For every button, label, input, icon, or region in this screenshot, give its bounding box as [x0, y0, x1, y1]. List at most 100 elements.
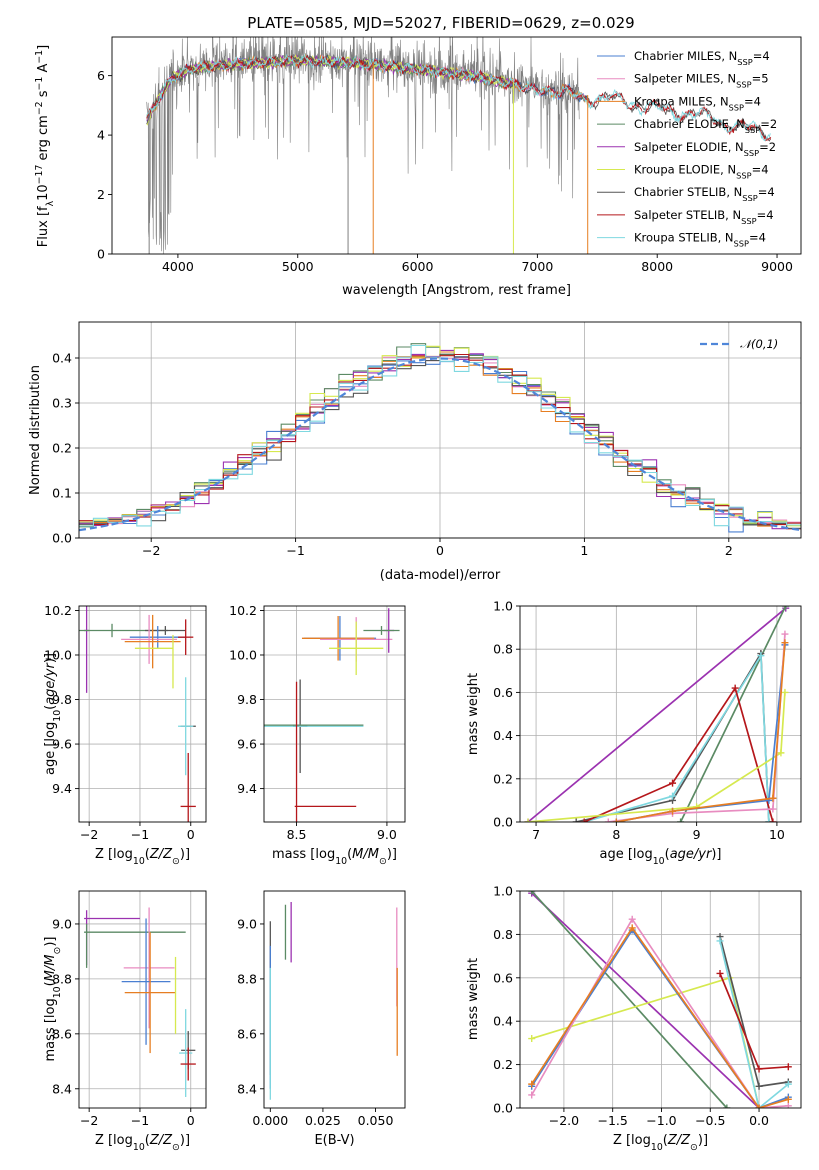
legend: Chabrier MILES, NSSP=4 Salpeter MILES, NS…: [597, 49, 777, 249]
x-tick-label: 9.0: [377, 827, 397, 842]
y-tick-label: 9.8: [52, 692, 72, 707]
y-tick-label: 0: [97, 247, 105, 262]
x-tick-label: 0.025: [305, 1113, 341, 1128]
normal-curve-line: [79, 357, 801, 532]
x-tick-label: −2: [80, 827, 98, 842]
legend-label: Salpeter STELIB, NSSP=4: [634, 208, 774, 226]
weight-point-marker: [628, 915, 636, 923]
legend-label: Chabrier STELIB, NSSP=4: [634, 185, 775, 203]
panel-weight_vs_Z: −2.0 −1.5 −1.0 −0.5 0.0 0.0 0.2 0.4 0.6 0.8 1.0 Z […: [466, 884, 802, 1153]
y-axis-label: age [log10(age/yr)]: [43, 653, 63, 775]
axes-frame: [519, 605, 802, 823]
plot-area: [264, 606, 405, 822]
y-axis-label: mass weight: [466, 673, 481, 755]
x-tick-label: −1: [131, 827, 149, 842]
weight-line: [719, 940, 789, 1108]
y-tick-label: 8.4: [237, 1081, 257, 1096]
x-axis-label: mass [log10(M/M⊙)]: [272, 847, 397, 867]
x-tick-label: −1.0: [646, 1113, 676, 1128]
weight-line: [616, 642, 786, 822]
weight-point-marker: [784, 1080, 792, 1088]
observed-spectrum-line: [146, 37, 580, 254]
y-axis-label: mass [log10(M/M⊙)]: [43, 937, 63, 1062]
weight-point-marker: [784, 1095, 792, 1103]
y-tick-label: 2: [97, 187, 105, 202]
plot-area: [146, 37, 772, 254]
x-tick-label: 5000: [282, 259, 314, 274]
axes-frame: [78, 605, 207, 823]
y-tick-label: 0.8: [493, 927, 513, 942]
axes-frame: [519, 890, 802, 1109]
weight-point-marker: [769, 818, 777, 822]
axes-frame: [263, 890, 406, 1109]
axes-frame: [263, 605, 406, 823]
x-axis-label: age [log10(age/yr)]: [599, 847, 721, 867]
legend-label: Chabrier MILES, NSSP=4: [634, 49, 770, 67]
weight-point-marker: [677, 818, 685, 822]
weight-point-marker: [769, 794, 777, 802]
x-axis-label: (data-model)/error: [380, 568, 501, 583]
weight-point-marker: [604, 818, 612, 822]
y-tick-label: 9.8: [237, 692, 257, 707]
y-tick-label: 9.0: [237, 916, 257, 931]
plot-area: [269, 901, 398, 1100]
panel-age_vs_mass: 8.5 9.0 9.4 9.6 9.8 10.0 10.2 mass [log10(M/M⊙)…: [229, 603, 406, 867]
y-tick-label: 4: [97, 128, 105, 143]
y-tick-label: 0.2: [493, 1057, 513, 1072]
model-spectrum-line: [146, 53, 771, 142]
weight-point-marker: [755, 1104, 763, 1108]
legend-label: Salpeter ELODIE, NSSP=2: [634, 140, 776, 158]
weight-line: [530, 928, 789, 1108]
x-tick-label: 0: [436, 543, 444, 558]
y-tick-label: 0.1: [52, 486, 72, 501]
weight-line: [530, 926, 789, 1108]
legend-label: Kroupa STELIB, NSSP=4: [634, 231, 766, 249]
y-tick-label: 0.6: [493, 970, 513, 985]
y-tick-label: 8.8: [52, 971, 72, 986]
y-tick-label: 0.6: [493, 685, 513, 700]
weight-point-marker: [755, 1082, 763, 1090]
x-tick-label: 6000: [402, 259, 434, 274]
x-tick-label: −1.5: [598, 1113, 628, 1128]
y-tick-label: 9.6: [237, 737, 257, 752]
y-tick-label: 10.2: [44, 603, 72, 618]
weight-point-marker: [757, 652, 765, 660]
y-tick-label: 0.4: [52, 351, 72, 366]
panel-weight_vs_age: 7 8 9 10 0.0 0.2 0.4 0.6 0.8 1.0 age [log10(age/yr…: [466, 599, 802, 867]
x-tick-label: 0.050: [358, 1113, 394, 1128]
weight-point-marker: [528, 1080, 536, 1088]
x-tick-label: −1: [131, 1113, 149, 1128]
weight-line: [679, 606, 787, 822]
x-axis-label: wavelength [Angstrom, rest frame]: [342, 283, 571, 298]
x-tick-label: 0.000: [252, 1113, 288, 1128]
x-tick-label: 7000: [521, 259, 553, 274]
panel-mass_vs_EBV: 0.000 0.025 0.050 8.4 8.6 8.8 9.0 E(B-V): [237, 890, 406, 1148]
weight-line: [531, 976, 760, 1108]
weight-point-marker: [781, 688, 789, 696]
weight-line: [583, 686, 774, 822]
x-tick-label: −2: [142, 543, 160, 558]
x-tick-label: −2.0: [549, 1113, 579, 1128]
x-tick-label: 8000: [641, 259, 673, 274]
x-axis-label: E(B-V): [314, 1133, 354, 1148]
weight-point-marker: [765, 818, 773, 822]
weight-point-marker: [528, 1091, 536, 1099]
y-axis-label: mass weight: [466, 958, 481, 1040]
weight-point-marker: [784, 1063, 792, 1071]
y-tick-label: 0.0: [52, 531, 72, 546]
y-tick-label: 8.6: [52, 1026, 72, 1041]
y-tick-label: 9.0: [52, 916, 72, 931]
y-tick-label: 9.6: [52, 737, 72, 752]
legend-label: Kroupa ELODIE, NSSP=4: [634, 163, 769, 181]
weight-point-marker: [755, 1065, 763, 1073]
weight-line: [531, 891, 728, 1108]
panel-spectrum: 4000 5000 6000 7000 8000 9000 0 2 4 6 wavelength […: [34, 36, 802, 298]
plot-area: [520, 606, 801, 822]
x-tick-label: 0: [187, 1113, 195, 1128]
weight-point-marker: [784, 1102, 792, 1108]
y-tick-label: 0.3: [52, 396, 72, 411]
axes-frame: [78, 890, 207, 1109]
weight-line: [527, 692, 786, 822]
